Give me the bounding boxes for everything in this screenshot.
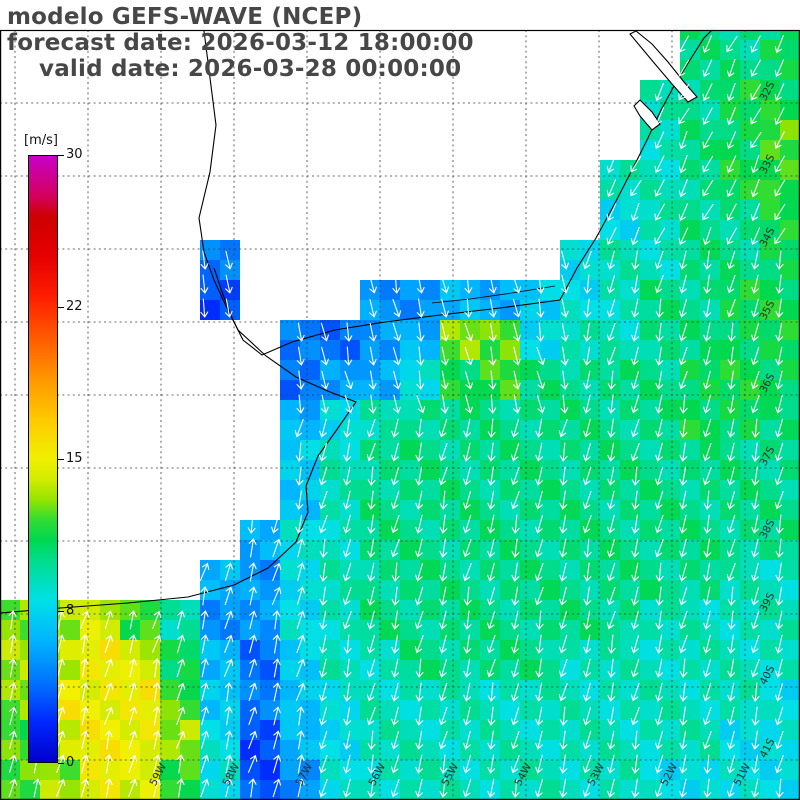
- colorbar-tick-mark: [58, 459, 64, 460]
- rio-negro-river: [431, 285, 556, 304]
- plot-title-block: modelo GEFS-WAVE (NCEP) forecast date: 2…: [7, 4, 474, 82]
- colorbar-tick-mark: [58, 307, 64, 308]
- colorbar-tick-label: 30: [66, 147, 83, 162]
- colorbar-tick-mark: [58, 155, 64, 156]
- gridlines-layer: [0, 30, 800, 800]
- map-frame: [0, 29, 800, 800]
- colorbar-tick-label: 22: [66, 299, 83, 314]
- river-border-and-argentina-coast: [1, 31, 357, 614]
- valid-date: valid date: 2026-03-28 00:00:00: [39, 56, 462, 82]
- colorbar-tick-mark: [58, 611, 64, 612]
- colorbar-tick-label: 0: [66, 755, 75, 770]
- forecast-date: forecast date: 2026-03-12 18:00:00: [7, 30, 474, 56]
- lagoa-dos-patos: [629, 31, 698, 103]
- wind-arrows-layer: [8, 35, 786, 798]
- coastline-brazil-uruguay: [559, 31, 712, 301]
- colorbar-tick-mark: [58, 763, 64, 764]
- lagoa-mirim: [633, 99, 661, 131]
- coastline-layer: [1, 31, 712, 614]
- colorbar-unit-label: [m/s]: [24, 133, 58, 148]
- colorbar-tick-label: 15: [66, 451, 83, 466]
- colorbar-tick-label: 8: [66, 603, 75, 618]
- colorbar-gradient-bar: [28, 155, 58, 763]
- model-title: modelo GEFS-WAVE (NCEP): [7, 4, 363, 30]
